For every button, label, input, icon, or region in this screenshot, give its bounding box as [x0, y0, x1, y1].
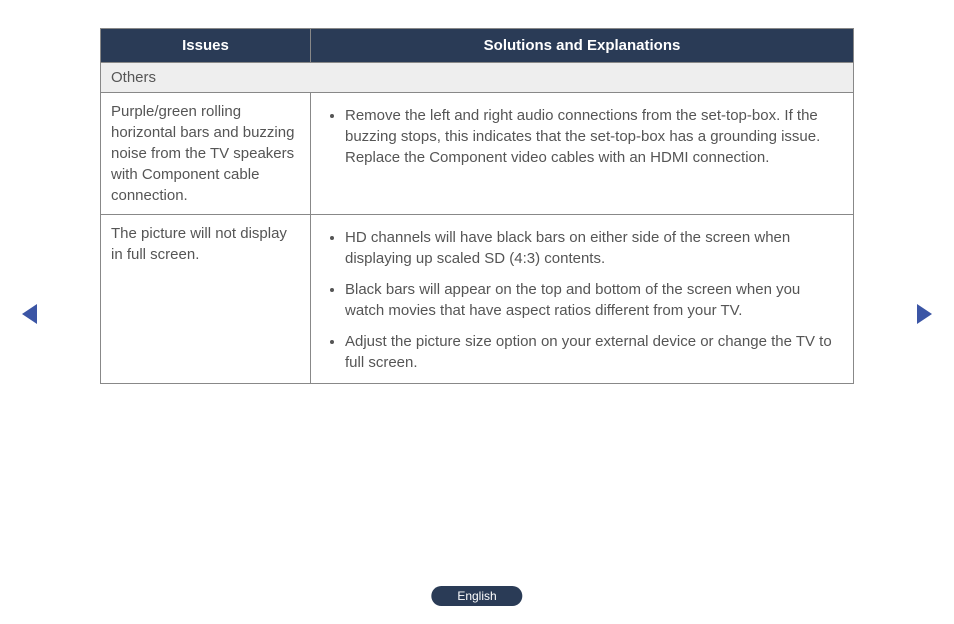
section-label: Others [101, 63, 854, 93]
issue-text: Purple/green rolling horizontal bars and… [101, 93, 311, 215]
header-issues: Issues [101, 29, 311, 63]
prev-page-arrow[interactable] [22, 304, 37, 324]
solution-cell: Remove the left and right audio connecti… [311, 93, 854, 215]
solution-cell: HD channels will have black bars on eith… [311, 215, 854, 384]
solution-list: HD channels will have black bars on eith… [321, 227, 843, 373]
solution-item: HD channels will have black bars on eith… [345, 227, 843, 269]
page-content: Issues Solutions and Explanations Others… [100, 28, 854, 384]
solution-item: Adjust the picture size option on your e… [345, 331, 843, 373]
next-page-arrow[interactable] [917, 304, 932, 324]
header-solutions: Solutions and Explanations [311, 29, 854, 63]
solution-list: Remove the left and right audio connecti… [321, 105, 843, 168]
solution-item: Remove the left and right audio connecti… [345, 105, 843, 168]
issue-text: The picture will not display in full scr… [101, 215, 311, 384]
troubleshooting-table: Issues Solutions and Explanations Others… [100, 28, 854, 384]
solution-item: Black bars will appear on the top and bo… [345, 279, 843, 321]
table-row: Purple/green rolling horizontal bars and… [101, 93, 854, 215]
table-row: The picture will not display in full scr… [101, 215, 854, 384]
language-badge: English [431, 586, 522, 606]
